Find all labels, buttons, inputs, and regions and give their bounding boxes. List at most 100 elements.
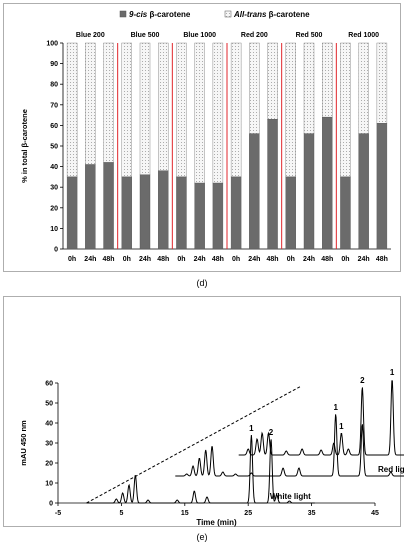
bar-all-trans <box>158 42 169 171</box>
peak-label: 1 <box>249 424 254 433</box>
chrom-x-tick-label: 45 <box>371 510 379 517</box>
bar-all-trans <box>121 42 132 178</box>
peak-label: 1 <box>390 368 395 377</box>
y-tick-label: 20 <box>50 205 58 212</box>
bar-all-trans <box>249 42 260 134</box>
bar-9-cis <box>358 133 369 250</box>
y-tick-label: 40 <box>50 164 58 171</box>
chrom-y-tick-label: 60 <box>45 381 53 388</box>
legend-entry-label: All-trans β-carotene <box>233 10 310 19</box>
chrom-y-tick-label: 20 <box>45 461 53 468</box>
bar-all-trans <box>376 42 388 124</box>
bar-all-trans <box>267 42 278 120</box>
bar-all-trans <box>194 42 205 184</box>
x-tick-label: 0h <box>123 256 131 263</box>
y-tick-label: 60 <box>50 123 58 130</box>
legend-swatch <box>224 10 232 18</box>
x-tick-label: 0h <box>68 256 76 263</box>
x-tick-label: 24h <box>248 256 260 263</box>
group-label: Blue 500 <box>131 32 160 39</box>
chrom-x-tick-label: -5 <box>55 510 61 517</box>
x-tick-label: 0h <box>287 256 295 263</box>
chrom-y-axis-title: mAU 450 nm <box>19 420 28 466</box>
legend-swatch <box>119 10 127 18</box>
bar-9-cis <box>267 119 278 250</box>
chrom-y-tick-label: 30 <box>45 441 53 448</box>
bar-9-cis <box>249 133 260 250</box>
panel-label-d: (d) <box>197 278 208 288</box>
x-tick-label: 48h <box>212 256 224 263</box>
bar-all-trans <box>340 42 351 178</box>
bar-9-cis <box>85 164 96 250</box>
x-tick-label: 0h <box>177 256 185 263</box>
legend-entry-label: 9-cis β-carotene <box>129 10 191 19</box>
group-label: Blue 200 <box>76 32 105 39</box>
group-label: Red 200 <box>241 32 268 39</box>
bar-all-trans <box>139 42 151 176</box>
trace-name: Red light <box>378 465 404 474</box>
bar-9-cis <box>212 182 224 250</box>
bar-all-trans <box>303 42 315 134</box>
group-label: Blue 1000 <box>183 32 216 39</box>
group-label: Red 1000 <box>348 32 379 39</box>
bar-all-trans <box>285 42 296 178</box>
x-tick-label: 48h <box>157 256 169 263</box>
chromatogram-trace <box>86 434 315 504</box>
y-tick-label: 100 <box>46 41 58 48</box>
chrom-x-tick-label: 35 <box>308 510 316 517</box>
y-tick-label: 0 <box>54 247 58 254</box>
panel-label-e: (e) <box>197 532 208 542</box>
peak-label: 2 <box>269 428 274 437</box>
x-tick-label: 48h <box>376 256 388 263</box>
group-label: Red 500 <box>296 32 323 39</box>
peak-label: 1 <box>339 422 344 431</box>
y-tick-label: 70 <box>50 102 58 109</box>
offset-guide-line <box>86 385 302 504</box>
chrom-y-tick-label: 50 <box>45 401 53 408</box>
panel-d-frame <box>3 3 401 272</box>
chrom-x-tick-label: 15 <box>181 510 189 517</box>
bar-all-trans <box>212 42 224 184</box>
y-axis-title: % in total β-carotene <box>20 109 29 183</box>
bar-9-cis <box>303 133 315 250</box>
bar-9-cis <box>340 176 351 250</box>
chrom-x-tick-label: 5 <box>119 510 123 517</box>
chrom-x-axis-title: Time (min) <box>196 518 237 527</box>
chrom-y-tick-label: 0 <box>49 501 53 508</box>
trace-name: White light <box>270 492 311 501</box>
y-tick-label: 30 <box>50 185 58 192</box>
y-tick-label: 50 <box>50 144 58 151</box>
x-tick-label: 0h <box>232 256 240 263</box>
bar-all-trans <box>85 42 96 165</box>
bar-all-trans <box>230 42 242 178</box>
chrom-x-tick-label: 25 <box>244 510 252 517</box>
y-tick-label: 90 <box>50 61 58 68</box>
y-tick-label: 80 <box>50 82 58 89</box>
y-tick-label: 10 <box>50 226 58 233</box>
x-tick-label: 24h <box>139 256 151 263</box>
x-tick-label: 0h <box>341 256 349 263</box>
bar-9-cis <box>376 123 388 250</box>
bar-9-cis <box>230 176 242 250</box>
peak-label: 2 <box>360 376 365 385</box>
bar-9-cis <box>176 176 187 250</box>
x-tick-label: 24h <box>194 256 206 263</box>
bar-all-trans <box>358 42 369 134</box>
x-tick-label: 48h <box>267 256 279 263</box>
bar-9-cis <box>158 170 169 250</box>
chrom-y-tick-label: 10 <box>45 481 53 488</box>
bar-9-cis <box>285 176 296 250</box>
bar-9-cis <box>121 176 132 250</box>
peak-label: 1 <box>333 403 338 412</box>
bar-all-trans <box>176 42 187 178</box>
x-tick-label: 24h <box>84 256 96 263</box>
bar-all-trans <box>66 42 78 178</box>
x-tick-label: 48h <box>321 256 333 263</box>
x-tick-label: 24h <box>303 256 315 263</box>
bar-9-cis <box>139 174 151 250</box>
bar-9-cis <box>66 176 78 250</box>
chrom-y-tick-label: 40 <box>45 421 53 428</box>
bar-9-cis <box>103 162 114 250</box>
bar-all-trans <box>103 42 114 163</box>
